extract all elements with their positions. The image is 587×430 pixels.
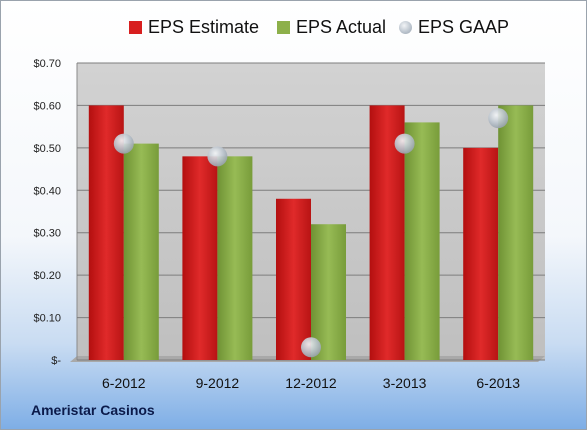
legend-swatch-eps-actual	[277, 21, 290, 34]
x-tick-label: 6-2013	[476, 375, 520, 391]
legend-swatch-eps-estimate	[129, 21, 142, 34]
bar-eps-estimate	[276, 198, 311, 360]
company-name: Ameristar Casinos	[31, 402, 155, 418]
legend-item-eps-estimate: EPS Estimate	[129, 17, 259, 38]
bar-eps-actual	[123, 143, 159, 360]
y-tick-label: $0.10	[33, 313, 61, 325]
x-tick-label: 3-2013	[383, 375, 427, 391]
bar-eps-actual	[217, 156, 253, 360]
y-tick-label: $0.20	[33, 270, 61, 282]
legend-label-eps-estimate: EPS Estimate	[148, 17, 260, 37]
marker-eps-gaap	[207, 146, 228, 167]
x-tick-label: 9-2012	[196, 375, 240, 391]
bar-eps-estimate	[182, 156, 218, 360]
bar-eps-estimate	[463, 147, 499, 360]
bar-eps-actual	[311, 224, 346, 360]
y-tick-label: $0.70	[33, 58, 61, 70]
y-tick-label: $0.50	[33, 143, 61, 155]
marker-eps-gaap	[488, 108, 509, 129]
y-tick-label: $0.30	[33, 228, 61, 240]
legend-item-eps-gaap: EPS GAAP	[399, 17, 509, 38]
bar-eps-actual	[498, 105, 534, 360]
x-tick-label: 6-2012	[102, 375, 146, 391]
y-tick-label: $0.40	[33, 185, 61, 197]
bar-eps-actual	[404, 122, 440, 361]
legend-label-eps-gaap: EPS GAAP	[418, 17, 510, 37]
marker-eps-gaap	[394, 133, 415, 154]
legend-label-eps-actual: EPS Actual	[296, 17, 387, 37]
marker-eps-gaap	[113, 133, 134, 154]
legend-swatch-eps-gaap	[399, 21, 412, 34]
y-tick-label: $0.60	[33, 100, 61, 112]
x-tick-label: 12-2012	[285, 375, 337, 391]
legend-item-eps-actual: EPS Actual	[277, 17, 386, 38]
y-tick-label: $-	[51, 355, 61, 367]
legend: EPS Estimate EPS Actual EPS GAAP	[1, 17, 586, 43]
marker-eps-gaap	[301, 337, 321, 358]
